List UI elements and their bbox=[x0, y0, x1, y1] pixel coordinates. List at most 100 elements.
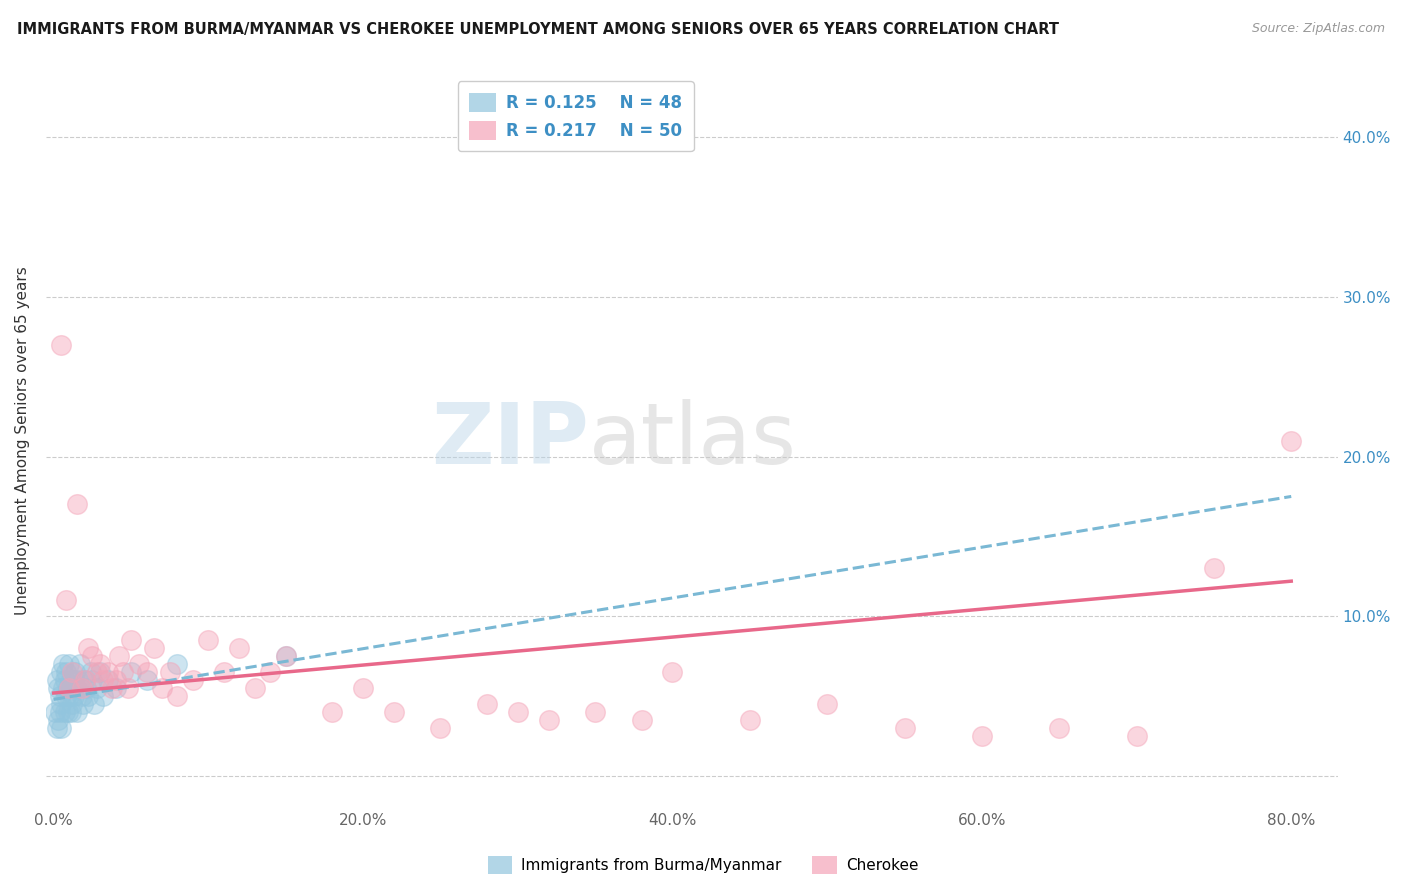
Point bbox=[893, 721, 915, 735]
Point bbox=[49, 690, 72, 704]
Point bbox=[537, 713, 560, 727]
Point bbox=[738, 713, 761, 727]
Point bbox=[150, 681, 173, 696]
Point bbox=[58, 657, 80, 672]
Point bbox=[44, 705, 66, 719]
Point bbox=[259, 665, 281, 680]
Point bbox=[112, 665, 135, 680]
Point bbox=[86, 665, 108, 680]
Point bbox=[80, 665, 103, 680]
Point bbox=[51, 721, 73, 735]
Point bbox=[89, 665, 111, 680]
Point bbox=[228, 641, 250, 656]
Point bbox=[59, 673, 82, 688]
Point bbox=[56, 681, 79, 696]
Y-axis label: Unemployment Among Seniors over 65 years: Unemployment Among Seniors over 65 years bbox=[15, 266, 30, 615]
Point bbox=[97, 665, 120, 680]
Point bbox=[53, 673, 76, 688]
Point bbox=[46, 681, 69, 696]
Point bbox=[135, 673, 157, 688]
Point bbox=[104, 681, 127, 696]
Point bbox=[60, 681, 83, 696]
Legend: R = 0.125    N = 48, R = 0.217    N = 50: R = 0.125 N = 48, R = 0.217 N = 50 bbox=[457, 81, 693, 152]
Point bbox=[82, 649, 104, 664]
Point bbox=[55, 665, 77, 680]
Point bbox=[56, 705, 79, 719]
Point bbox=[1125, 729, 1147, 743]
Point bbox=[76, 690, 98, 704]
Point bbox=[274, 649, 297, 664]
Point bbox=[1047, 721, 1070, 735]
Point bbox=[70, 681, 93, 696]
Point bbox=[212, 665, 235, 680]
Point bbox=[72, 697, 94, 711]
Point bbox=[89, 657, 111, 672]
Point bbox=[243, 681, 266, 696]
Point bbox=[55, 593, 77, 607]
Point bbox=[66, 498, 89, 512]
Text: ZIP: ZIP bbox=[430, 399, 589, 482]
Point bbox=[46, 713, 69, 727]
Point bbox=[630, 713, 652, 727]
Point bbox=[66, 681, 89, 696]
Text: Source: ZipAtlas.com: Source: ZipAtlas.com bbox=[1251, 22, 1385, 36]
Point bbox=[91, 673, 114, 688]
Point bbox=[73, 673, 96, 688]
Point bbox=[970, 729, 993, 743]
Point bbox=[73, 673, 96, 688]
Point bbox=[76, 641, 98, 656]
Point bbox=[506, 705, 529, 719]
Point bbox=[128, 657, 150, 672]
Point bbox=[86, 681, 108, 696]
Point bbox=[67, 673, 90, 688]
Point bbox=[197, 633, 219, 648]
Point bbox=[475, 697, 498, 711]
Point bbox=[58, 681, 80, 696]
Point bbox=[107, 649, 129, 664]
Point bbox=[120, 633, 142, 648]
Point bbox=[55, 690, 77, 704]
Point bbox=[65, 665, 87, 680]
Point bbox=[120, 665, 142, 680]
Point bbox=[53, 705, 76, 719]
Point bbox=[101, 681, 124, 696]
Point bbox=[91, 690, 114, 704]
Point bbox=[1279, 434, 1302, 448]
Point bbox=[51, 697, 73, 711]
Point bbox=[1202, 561, 1225, 575]
Point bbox=[135, 665, 157, 680]
Point bbox=[352, 681, 374, 696]
Point bbox=[51, 665, 73, 680]
Point bbox=[58, 690, 80, 704]
Point bbox=[52, 657, 75, 672]
Point bbox=[159, 665, 181, 680]
Point bbox=[52, 681, 75, 696]
Point bbox=[45, 721, 67, 735]
Point bbox=[274, 649, 297, 664]
Point bbox=[63, 673, 86, 688]
Point bbox=[83, 697, 105, 711]
Point bbox=[63, 690, 86, 704]
Point bbox=[429, 721, 451, 735]
Point bbox=[104, 673, 127, 688]
Point bbox=[51, 337, 73, 351]
Point bbox=[45, 673, 67, 688]
Point bbox=[60, 665, 83, 680]
Point bbox=[75, 681, 97, 696]
Point bbox=[382, 705, 405, 719]
Point bbox=[583, 705, 606, 719]
Point bbox=[59, 705, 82, 719]
Point bbox=[49, 705, 72, 719]
Point bbox=[97, 673, 120, 688]
Point bbox=[166, 690, 188, 704]
Point bbox=[181, 673, 204, 688]
Point bbox=[815, 697, 838, 711]
Legend: Immigrants from Burma/Myanmar, Cherokee: Immigrants from Burma/Myanmar, Cherokee bbox=[482, 850, 924, 880]
Point bbox=[117, 681, 139, 696]
Point bbox=[143, 641, 166, 656]
Point bbox=[60, 697, 83, 711]
Point bbox=[661, 665, 683, 680]
Text: IMMIGRANTS FROM BURMA/MYANMAR VS CHEROKEE UNEMPLOYMENT AMONG SENIORS OVER 65 YEA: IMMIGRANTS FROM BURMA/MYANMAR VS CHEROKE… bbox=[17, 22, 1059, 37]
Point bbox=[82, 673, 104, 688]
Point bbox=[321, 705, 343, 719]
